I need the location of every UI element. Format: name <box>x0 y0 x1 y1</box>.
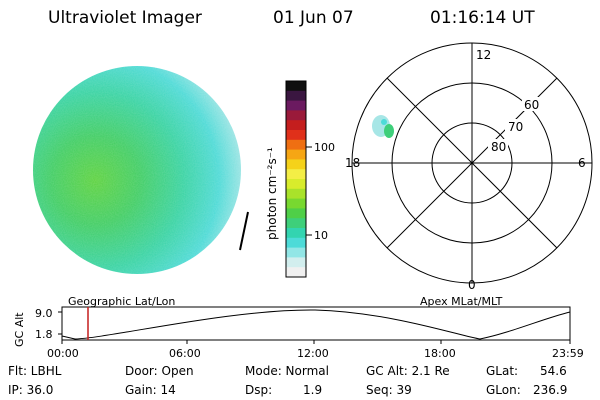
alt-tick-1-8: 1.8 <box>35 328 53 341</box>
glon-value: 236.9 <box>533 383 568 397</box>
color-bar-band <box>286 159 306 170</box>
mlt-label-18: 18 <box>345 156 360 170</box>
mlt-label-0: 0 <box>468 278 476 292</box>
color-bar-band <box>286 257 306 268</box>
color-bar-band <box>286 139 306 151</box>
color-bar-band <box>286 267 306 278</box>
color-bar-band <box>286 198 306 209</box>
color-bar-band <box>286 247 306 258</box>
color-bar <box>286 81 306 278</box>
color-bar-band <box>286 228 306 239</box>
gc-alt-info: GC Alt: 2.1 Re <box>366 364 450 378</box>
color-bar-band <box>286 179 306 190</box>
mlat-label-70: 70 <box>508 120 523 134</box>
image-date: 01 Jun 07 <box>273 8 354 28</box>
ip-info: IP: 36.0 <box>8 383 54 397</box>
altitude-curve <box>61 309 571 340</box>
color-bar-frame <box>285 80 307 278</box>
filter-info: Flt: LBHL <box>8 364 62 378</box>
color-bar-band <box>286 188 306 200</box>
glat-value: 54.6 <box>540 364 567 378</box>
uv-earth-image <box>33 66 241 274</box>
color-bar-label-100: 100 <box>314 141 335 154</box>
mode-info: Mode: Normal <box>245 364 329 378</box>
app-title: Ultraviolet Imager <box>48 8 202 28</box>
glon-label: GLon: <box>486 383 521 397</box>
mlt-label-12: 12 <box>476 48 491 62</box>
color-bar-band <box>286 120 306 131</box>
image-time: 01:16:14 UT <box>430 8 535 28</box>
apex-label: Apex MLat/MLT <box>420 295 503 308</box>
mlat-label-80: 80 <box>491 140 506 154</box>
color-bar-band <box>286 90 306 102</box>
time-tick-1800: 18:00 <box>424 347 456 360</box>
color-bar-band <box>286 130 306 141</box>
color-bar-band <box>286 100 306 111</box>
seq-info: Seq: 39 <box>366 383 412 397</box>
mlat-label-60: 60 <box>524 98 539 112</box>
altitude-plot-frame <box>61 306 571 341</box>
glat-label: GLat: <box>486 364 519 378</box>
polar-plot <box>351 42 593 284</box>
color-bar-band <box>286 237 306 249</box>
color-bar-label-10: 10 <box>314 229 328 242</box>
door-info: Door: Open <box>125 364 194 378</box>
geo-label: Geographic Lat/Lon <box>68 295 175 308</box>
gain-info: Gain: 14 <box>125 383 176 397</box>
time-tick-2359: 23:59 <box>552 347 584 360</box>
color-bar-unit: photon cm⁻²s⁻¹ <box>265 147 279 240</box>
time-tick-0600: 06:00 <box>169 347 201 360</box>
color-bar-band <box>286 208 306 219</box>
color-bar-band <box>286 149 306 160</box>
color-bar-band <box>286 218 306 229</box>
dsp-label: Dsp: <box>245 383 273 397</box>
color-bar-band <box>286 81 306 92</box>
color-bar-band <box>286 110 306 121</box>
color-bar-band <box>286 169 306 180</box>
alt-tick-9: 9.0 <box>35 307 53 320</box>
mlt-label-6: 6 <box>578 156 586 170</box>
time-tick-0000: 00:00 <box>47 347 79 360</box>
alt-axis-label: GC Alt <box>13 312 26 347</box>
orientation-line <box>239 211 249 251</box>
dsp-value: 1.9 <box>303 383 323 397</box>
time-tick-1200: 12:00 <box>297 347 329 360</box>
polar-aurora-spot <box>372 115 394 138</box>
